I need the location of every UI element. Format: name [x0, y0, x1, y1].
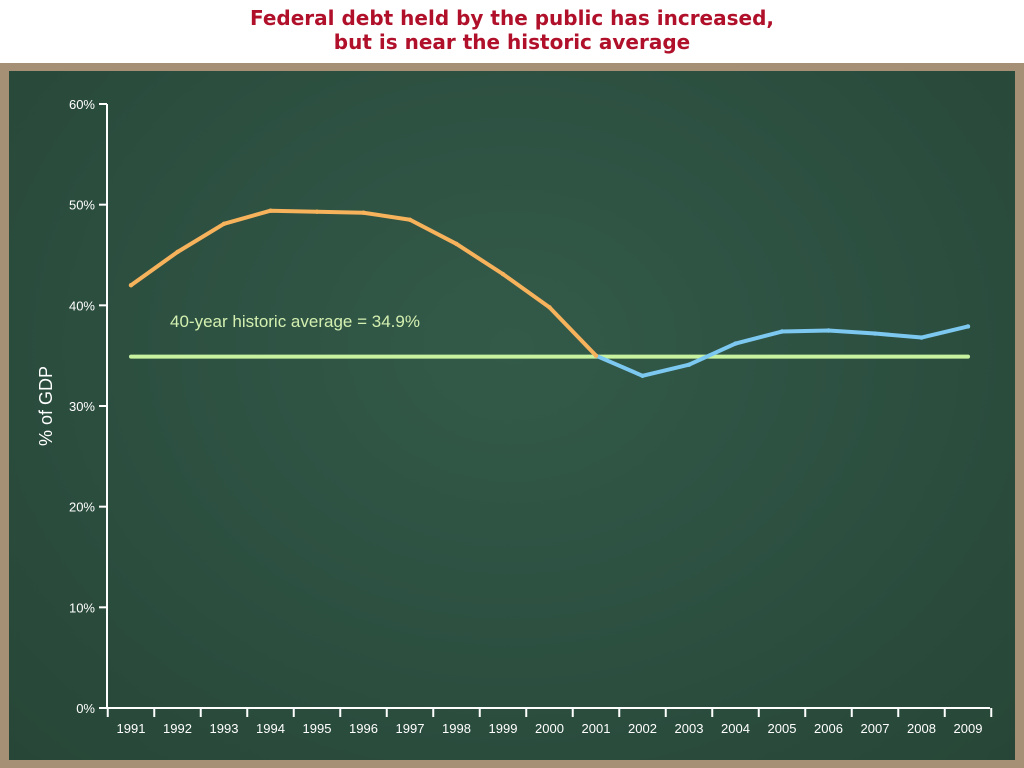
- data-point: [826, 328, 831, 333]
- data-point: [640, 373, 645, 378]
- data-point: [919, 335, 924, 340]
- x-tick-label: 1992: [163, 721, 192, 736]
- data-point: [686, 362, 692, 367]
- y-tick-label: 10%: [69, 600, 95, 615]
- x-tick-label: 1999: [489, 721, 518, 736]
- data-point: [500, 271, 506, 277]
- data-point: [593, 353, 599, 358]
- x-tick-label: 1994: [256, 721, 285, 736]
- x-tick-label: 2005: [768, 721, 797, 736]
- data-point: [733, 341, 738, 346]
- x-tick-label: 2001: [582, 721, 611, 736]
- data-point: [454, 241, 459, 247]
- series-line-after-2001: [594, 324, 970, 378]
- chalkboard-frame: [0, 63, 1024, 768]
- data-point: [547, 305, 552, 310]
- data-point: [872, 331, 878, 336]
- y-tick-label: 0%: [76, 701, 95, 716]
- x-tick-label: 1998: [442, 721, 471, 736]
- data-point: [268, 208, 273, 213]
- series-line-before-2001: [129, 208, 598, 358]
- x-tick-label: 1993: [210, 721, 239, 736]
- x-tick-label: 2007: [861, 721, 890, 736]
- data-point: [779, 329, 785, 334]
- chart-title-line-1: Federal debt held by the public has incr…: [249, 6, 775, 30]
- data-point: [314, 209, 320, 214]
- average-annotation: 40-year historic average = 34.9%: [170, 312, 420, 331]
- y-axis-label: % of GDP: [36, 366, 56, 446]
- x-tick-label: 2003: [675, 721, 704, 736]
- data-point: [175, 249, 180, 255]
- data-point: [128, 283, 134, 288]
- x-tick-label: 2008: [907, 721, 936, 736]
- chalkboard: [9, 71, 1015, 760]
- y-tick-label: 30%: [69, 399, 95, 414]
- data-point: [407, 217, 413, 222]
- y-tick-label: 20%: [69, 500, 95, 515]
- x-tick-label: 1997: [396, 721, 425, 736]
- x-tick-label: 2002: [628, 721, 657, 736]
- x-tick-label: 1996: [349, 721, 378, 736]
- x-tick-label: 2004: [721, 721, 750, 736]
- data-point: [221, 221, 227, 226]
- data-point: [361, 210, 366, 215]
- x-tick-label: 2006: [814, 721, 843, 736]
- x-tick-label: 2000: [535, 721, 564, 736]
- x-tick-label: 1995: [303, 721, 332, 736]
- chart-title-line-2: but is near the historic average: [333, 30, 691, 54]
- x-tick-label: 1991: [117, 721, 146, 736]
- x-tick-label: 2009: [954, 721, 983, 736]
- y-tick-label: 50%: [69, 198, 95, 213]
- y-tick-label: 60%: [69, 97, 95, 112]
- data-point: [965, 324, 971, 329]
- chart-title: Federal debt held by the public has incr…: [0, 6, 1024, 54]
- y-tick-label: 40%: [69, 298, 95, 313]
